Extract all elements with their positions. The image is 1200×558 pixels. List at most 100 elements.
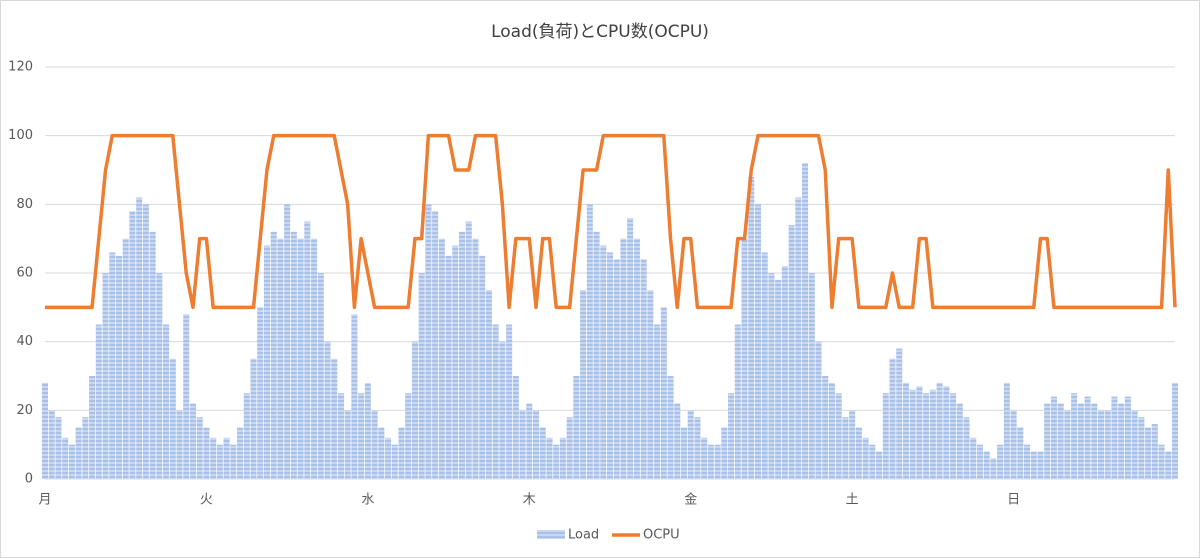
bar xyxy=(358,393,365,479)
bar xyxy=(102,273,109,479)
bar xyxy=(472,238,479,479)
bar xyxy=(580,290,587,479)
bar xyxy=(290,231,297,479)
bar xyxy=(1091,403,1098,479)
bar xyxy=(909,389,916,479)
y-tick-label: 120 xyxy=(8,60,33,75)
bar xyxy=(1050,396,1057,479)
x-tick-label: 金 xyxy=(684,492,697,508)
bar xyxy=(1151,424,1158,479)
bar xyxy=(1037,451,1044,479)
bar xyxy=(163,324,170,479)
bar xyxy=(1171,382,1179,479)
bar xyxy=(532,410,540,479)
y-tick-label: 100 xyxy=(8,128,33,143)
bar xyxy=(216,444,223,479)
bar xyxy=(479,255,486,479)
y-tick-label: 0 xyxy=(25,472,33,487)
bar xyxy=(297,238,304,479)
bar xyxy=(828,382,835,479)
bar xyxy=(438,238,445,479)
bar xyxy=(889,358,896,479)
bar xyxy=(411,341,418,479)
y-tick-label: 60 xyxy=(16,266,33,281)
bar xyxy=(546,437,553,479)
bar xyxy=(371,410,378,479)
bar xyxy=(963,417,970,479)
bar xyxy=(600,245,607,479)
bar xyxy=(48,410,55,479)
bar xyxy=(573,376,580,479)
bar xyxy=(196,417,203,479)
bar xyxy=(1010,410,1017,479)
bar xyxy=(566,417,573,479)
bar xyxy=(465,221,472,479)
bar xyxy=(1097,410,1105,479)
bar xyxy=(640,259,647,479)
bar xyxy=(176,410,183,479)
bar xyxy=(499,341,506,479)
bar xyxy=(364,382,371,479)
bar xyxy=(781,266,788,479)
bar xyxy=(506,324,513,479)
bar xyxy=(923,393,930,479)
bar xyxy=(485,290,492,479)
bar xyxy=(694,417,701,479)
bar xyxy=(512,376,519,479)
bar xyxy=(1044,403,1051,479)
bar xyxy=(1111,396,1118,479)
bar xyxy=(761,252,768,479)
legend-label: OCPU xyxy=(643,528,680,543)
bar xyxy=(519,410,526,479)
bar xyxy=(976,444,983,479)
bar xyxy=(1017,427,1024,479)
bar xyxy=(707,444,714,479)
bar xyxy=(109,252,116,479)
bar xyxy=(1064,410,1071,479)
bar xyxy=(593,231,600,479)
bar xyxy=(660,307,667,479)
bar xyxy=(210,437,217,479)
bar xyxy=(647,290,654,479)
bar xyxy=(1158,444,1165,479)
bar xyxy=(142,204,149,480)
bar xyxy=(674,403,681,479)
bar xyxy=(902,382,909,479)
bar xyxy=(842,417,849,479)
bar xyxy=(149,231,156,479)
bar xyxy=(916,386,923,479)
bar xyxy=(553,444,560,479)
bar xyxy=(445,255,452,479)
bar xyxy=(808,273,815,479)
line xyxy=(45,133,1177,310)
bar xyxy=(237,427,244,479)
bar xyxy=(1124,396,1131,479)
bar xyxy=(385,437,392,479)
bar xyxy=(526,403,533,479)
x-tick-label: 日 xyxy=(1007,493,1020,508)
bar xyxy=(896,348,903,479)
bar xyxy=(869,444,876,479)
bar xyxy=(55,417,62,479)
bar xyxy=(1131,410,1138,479)
y-tick-label: 20 xyxy=(16,403,33,418)
bar xyxy=(997,444,1004,479)
bar xyxy=(950,393,957,479)
bar xyxy=(68,444,75,479)
bar xyxy=(115,255,123,479)
bar xyxy=(721,427,728,479)
bar xyxy=(1057,403,1064,479)
bar xyxy=(768,273,775,479)
bar xyxy=(243,393,250,479)
bar xyxy=(1030,451,1037,479)
bar xyxy=(1138,417,1145,479)
bar xyxy=(728,393,735,479)
bar xyxy=(230,444,237,479)
bar xyxy=(822,376,829,479)
bar xyxy=(586,204,593,480)
bar xyxy=(391,444,398,479)
legend-swatch xyxy=(537,530,565,539)
bar xyxy=(754,204,762,480)
bar xyxy=(876,451,883,479)
bar xyxy=(606,252,614,479)
